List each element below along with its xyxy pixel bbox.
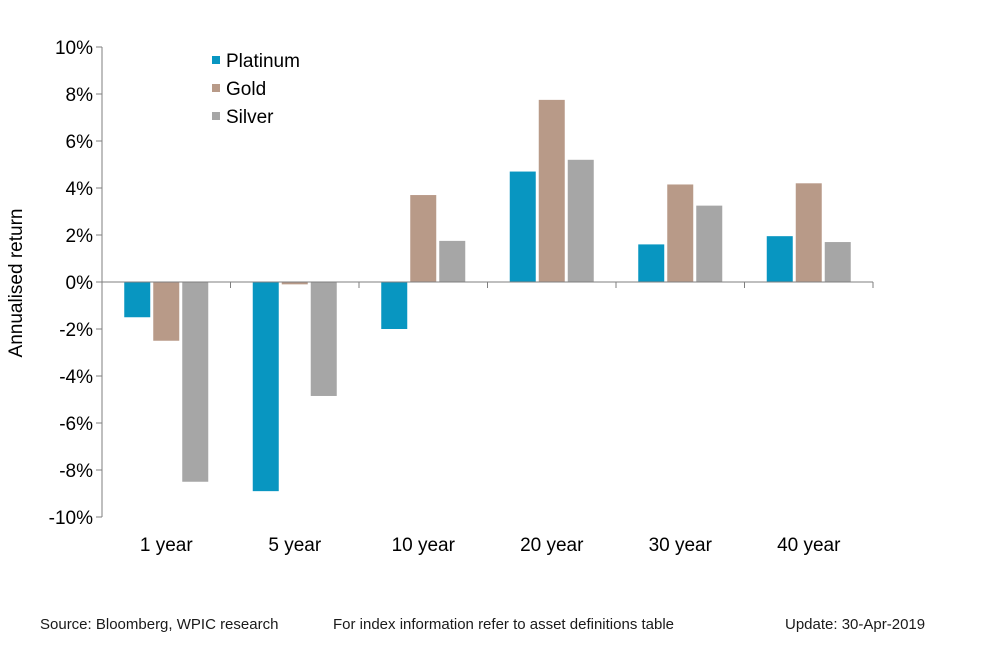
footer-source: Source: Bloomberg, WPIC research — [40, 616, 279, 633]
x-axis: 1 year 5 year 10 year 20 year 30 year 40 year — [101, 281, 874, 556]
x-category-label: 1 year — [140, 535, 193, 556]
x-category-label: 5 year — [268, 535, 321, 556]
y-tick-label: 0% — [66, 273, 94, 294]
legend-swatch-platinum — [212, 56, 220, 64]
bar-platinum — [638, 244, 665, 282]
bar-gold — [538, 99, 565, 282]
x-category-label: 20 year — [520, 535, 584, 556]
y-tick-label: -10% — [49, 508, 93, 529]
bar-silver — [439, 240, 466, 282]
bar-silver — [824, 242, 851, 282]
bar-silver — [182, 282, 209, 482]
footer-note: For index information refer to asset def… — [333, 616, 675, 633]
bar-gold — [281, 282, 308, 285]
legend-swatch-silver — [212, 112, 220, 120]
legend: Platinum Gold Silver — [212, 51, 300, 128]
bar-gold — [667, 184, 694, 282]
y-axis: -10% -8% -6% -4% -2% 0% 2% 4% 6% 8% 10% — [49, 38, 103, 529]
y-tick-label: 2% — [66, 226, 94, 247]
y-tick-label: -6% — [59, 414, 93, 435]
bar-gold — [153, 282, 180, 341]
x-category-label: 40 year — [777, 535, 841, 556]
y-tick-label: 6% — [66, 132, 94, 153]
legend-label-gold: Gold — [226, 79, 266, 100]
bar-gold — [410, 195, 437, 282]
legend-swatch-gold — [212, 84, 220, 92]
bar-platinum — [766, 236, 793, 282]
y-tick-label: 8% — [66, 85, 94, 106]
bar-gold — [795, 183, 822, 282]
y-tick-label: -4% — [59, 367, 93, 388]
bar-platinum — [252, 282, 279, 492]
bar-silver — [567, 159, 594, 282]
bar-silver — [310, 282, 337, 396]
bars-group — [124, 99, 851, 492]
bar-platinum — [124, 282, 151, 318]
x-category-label: 30 year — [649, 535, 713, 556]
y-tick-label: -8% — [59, 461, 93, 482]
y-tick-label: 4% — [66, 179, 94, 200]
y-tick-label: 10% — [55, 38, 93, 59]
annualised-return-chart: -10% -8% -6% -4% -2% 0% 2% 4% 6% 8% 10% 1 year 5 ye… — [6, 38, 874, 556]
bar-silver — [696, 205, 723, 282]
bar-platinum — [509, 171, 536, 282]
y-tick-label: -2% — [59, 320, 93, 341]
footer-update: Update: 30-Apr-2019 — [785, 616, 926, 633]
legend-label-silver: Silver — [226, 107, 274, 128]
bar-platinum — [381, 282, 408, 329]
x-category-label: 10 year — [392, 535, 456, 556]
y-axis-title: Annualised return — [6, 209, 27, 358]
legend-label-platinum: Platinum — [226, 51, 300, 72]
